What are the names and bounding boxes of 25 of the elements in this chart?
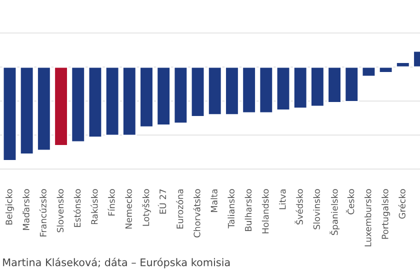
x-tick-label: Lotyšsko	[142, 189, 151, 226]
x-tick-label: Česko	[346, 189, 354, 214]
x-tick-label: Luxembursko	[364, 189, 372, 246]
x-tick-label: Francúzsko	[39, 189, 46, 236]
x-tick-label: Belgicko	[6, 189, 14, 225]
x-tick-label: Nemecko	[125, 189, 132, 229]
x-tick-label: Slovinsko	[313, 189, 320, 230]
x-tick-label: Slovensko	[56, 189, 64, 232]
x-tick-label: Portugalsko	[382, 189, 390, 239]
x-tick-label: Holandsko	[262, 189, 269, 234]
x-tick-label: Španielsko	[330, 189, 340, 236]
x-tick-label: Taliansko	[228, 189, 235, 228]
x-tick-label: Švédsko	[294, 189, 303, 224]
x-tick-label: Estónsko	[74, 189, 81, 227]
x-tick-label: Maďarsko	[22, 189, 30, 230]
x-tick-label: EÚ 27	[158, 189, 166, 214]
x-tick-label: Eurozóna	[176, 189, 184, 228]
x-tick-label: Rakúsko	[90, 189, 98, 224]
x-tick-label: Grécko	[398, 189, 406, 219]
x-tick-label: Chorvátsko	[193, 189, 200, 238]
text: Martina Kláseková; dáta – Európska komisia	[3, 258, 230, 268]
x-tick-label: Fínsko	[108, 189, 115, 216]
x-tick-label: Bulharsko	[244, 189, 252, 231]
x-tick-label: Litva	[279, 189, 286, 210]
x-tick-label: Malta	[210, 189, 218, 212]
